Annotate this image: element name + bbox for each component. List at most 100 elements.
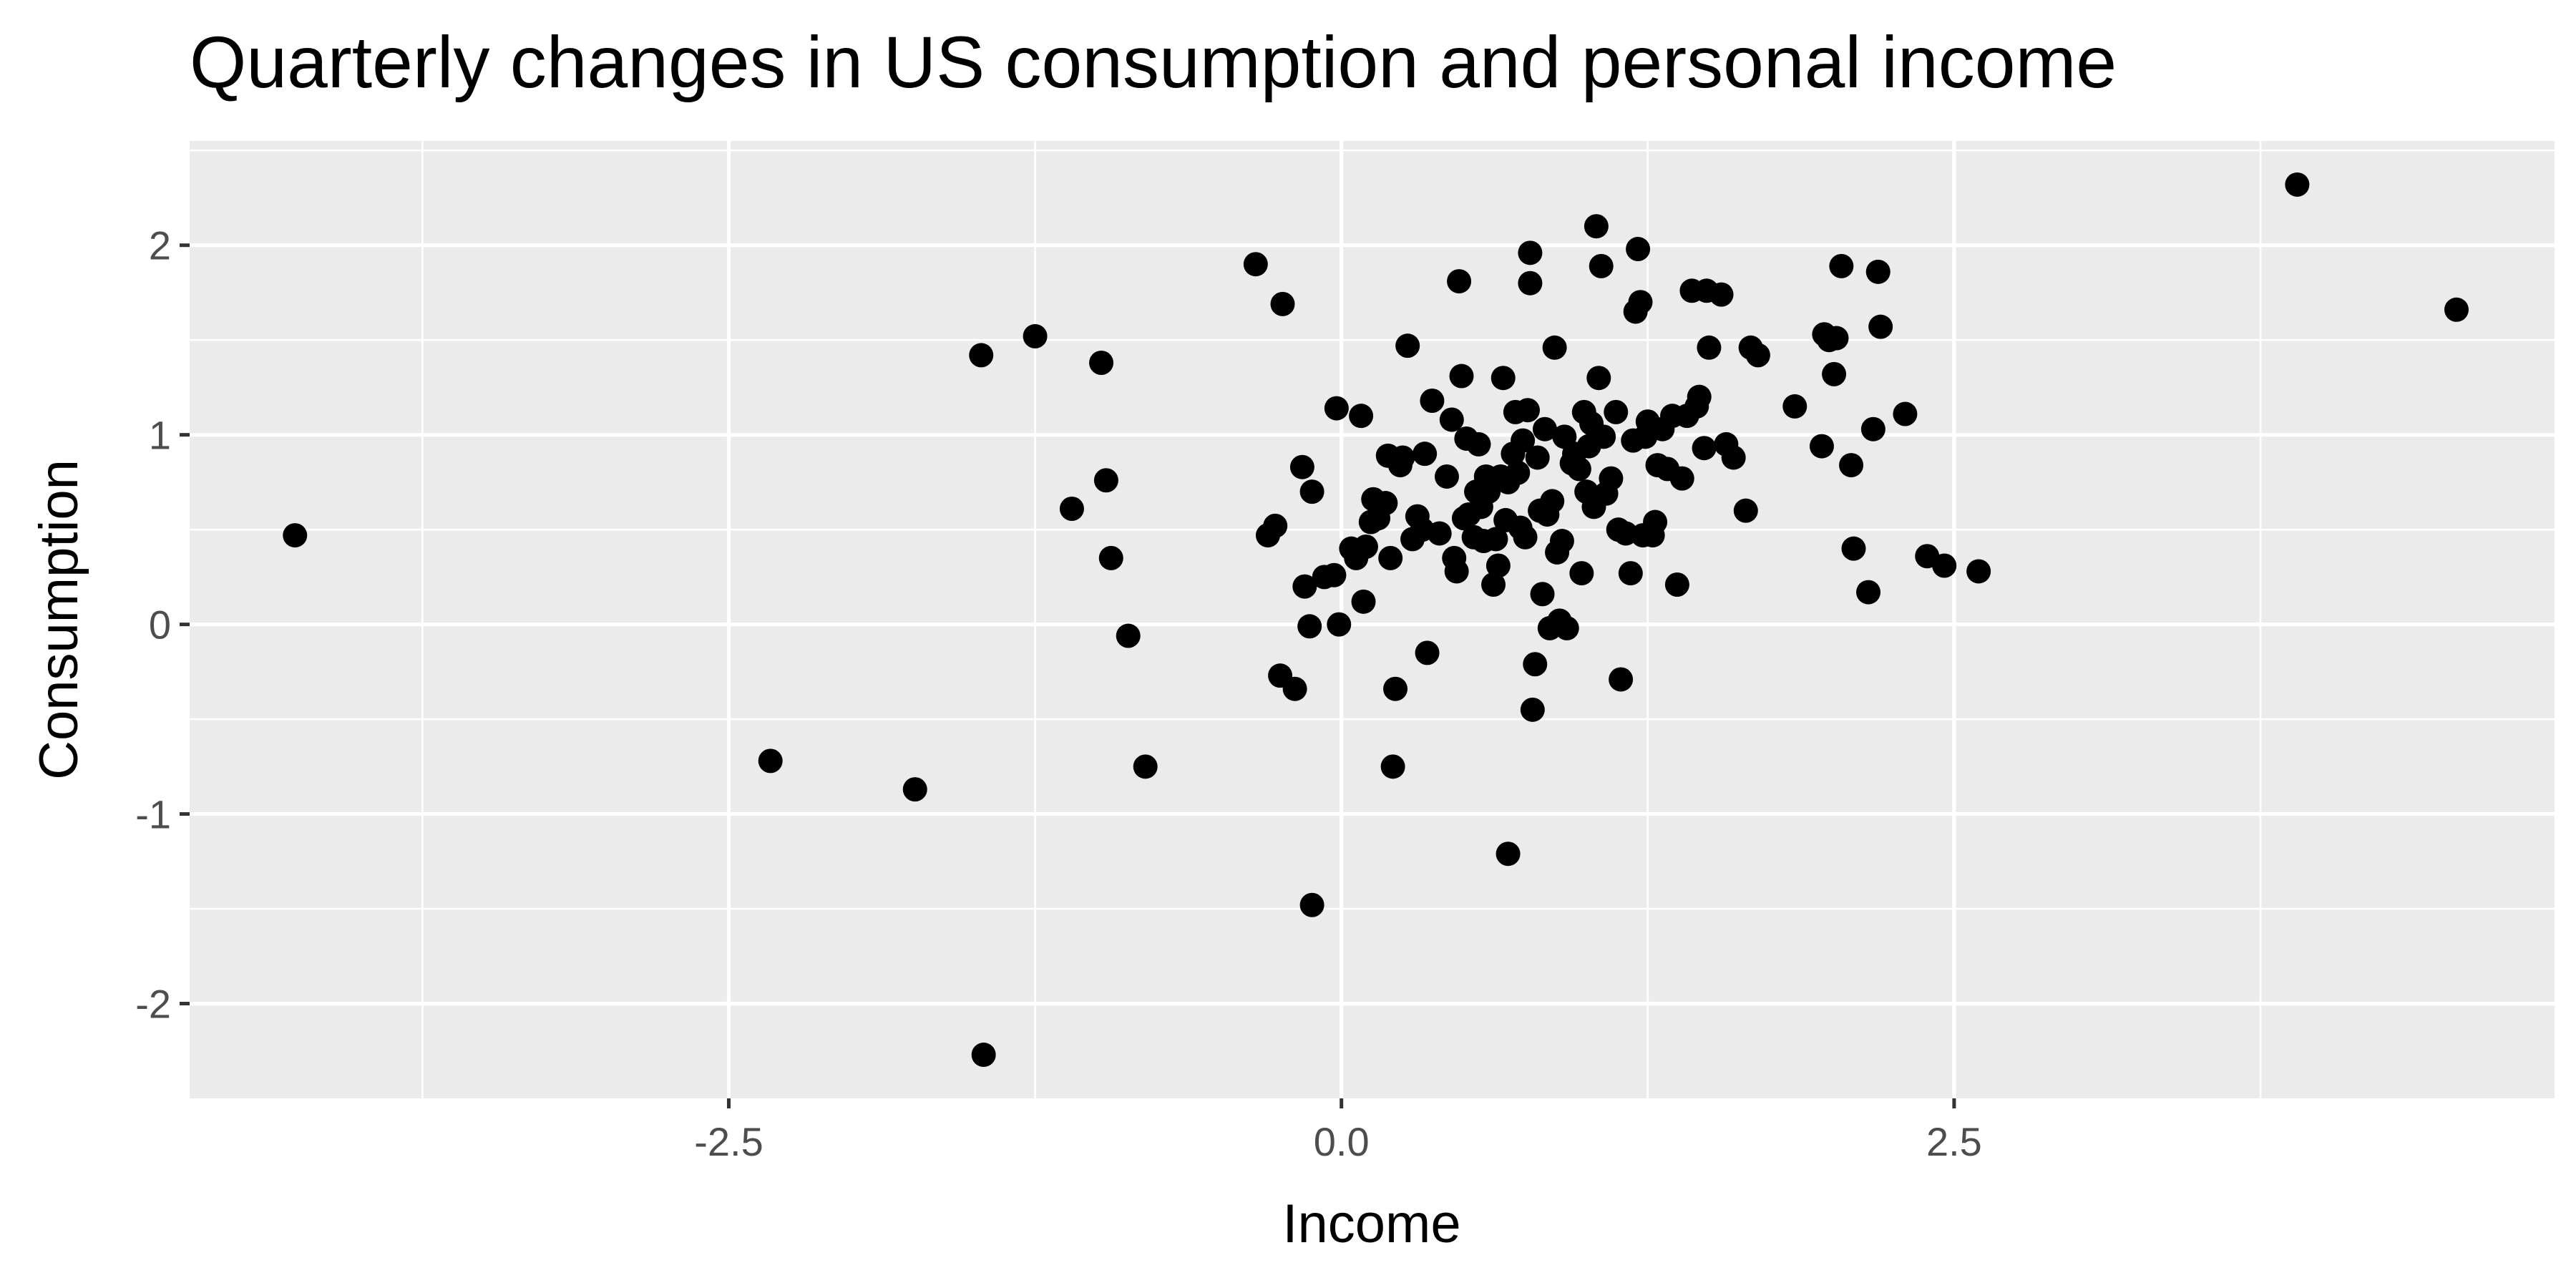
data-point	[1324, 396, 1349, 421]
data-point	[1243, 252, 1268, 277]
data-point	[1824, 326, 1849, 351]
data-points	[283, 172, 2469, 1068]
data-point	[1322, 562, 1347, 587]
y-tick-label: 0	[149, 602, 171, 648]
data-point	[1515, 398, 1540, 423]
data-point	[2285, 172, 2310, 197]
data-point	[1721, 445, 1746, 470]
data-point	[1893, 401, 1918, 426]
data-point	[1093, 468, 1118, 493]
data-point	[1584, 214, 1609, 239]
y-tick-label: -2	[135, 982, 171, 1027]
data-point	[1513, 525, 1538, 550]
data-point	[1523, 652, 1548, 677]
x-tick-label: 2.5	[1926, 1119, 1982, 1164]
data-point	[1327, 612, 1352, 637]
data-point	[758, 748, 783, 774]
data-point	[1692, 436, 1717, 461]
data-point	[1481, 572, 1506, 597]
data-point	[1378, 545, 1403, 570]
chart-title: Quarterly changes in US consumption and …	[190, 21, 2117, 103]
x-axis-title: Income	[1282, 1194, 1460, 1254]
data-point	[1664, 572, 1689, 597]
data-point	[283, 523, 308, 548]
data-point	[1518, 240, 1543, 265]
data-point	[1542, 335, 1567, 360]
data-point	[1133, 754, 1158, 779]
data-point	[1413, 441, 1438, 467]
data-point	[1496, 841, 1521, 867]
data-point	[1669, 466, 1694, 491]
data-point	[1297, 614, 1322, 639]
data-point	[1059, 497, 1084, 522]
data-point	[1865, 259, 1890, 284]
data-point	[1444, 559, 1469, 584]
data-point	[1966, 559, 1991, 584]
data-point	[1420, 388, 1445, 413]
data-point	[1628, 290, 1653, 315]
data-point	[1604, 399, 1629, 424]
data-point	[1554, 615, 1579, 640]
data-point	[1687, 384, 1712, 409]
data-point	[1856, 580, 1881, 605]
data-point	[1829, 253, 1854, 278]
data-point	[1292, 574, 1317, 599]
data-point	[1697, 335, 1722, 360]
data-point	[1282, 676, 1307, 701]
data-point	[1589, 253, 1614, 278]
data-point	[1549, 529, 1574, 554]
data-point	[1349, 404, 1374, 429]
data-point	[1841, 536, 1866, 561]
data-point	[971, 1043, 996, 1068]
data-point	[1270, 291, 1295, 316]
data-point	[1383, 676, 1408, 701]
data-point	[1439, 407, 1464, 432]
data-point	[1380, 754, 1405, 779]
data-point	[1466, 431, 1491, 457]
data-point	[1733, 498, 1758, 523]
data-point	[1353, 534, 1378, 559]
data-point	[1566, 457, 1591, 482]
x-tick-label: -2.5	[694, 1119, 763, 1164]
data-point	[1089, 350, 1114, 375]
data-point	[1599, 466, 1624, 491]
data-point	[1782, 394, 1807, 419]
x-axis: -2.5 0.0 2.5	[694, 1098, 1982, 1164]
data-point	[1745, 343, 1770, 368]
data-point	[1932, 553, 1957, 578]
y-tick-label: -1	[135, 792, 171, 837]
data-point	[1449, 364, 1474, 389]
data-point	[1618, 561, 1643, 586]
data-point	[1868, 314, 1893, 339]
data-point	[969, 343, 994, 368]
y-axis: -2 -1 0 1 2	[135, 223, 190, 1027]
data-point	[1569, 561, 1594, 586]
data-point	[1609, 667, 1634, 692]
data-point	[1415, 640, 1440, 665]
data-point	[1447, 269, 1472, 294]
data-point	[1643, 509, 1668, 535]
x-tick-label: 0.0	[1314, 1119, 1370, 1164]
data-point	[1395, 333, 1420, 358]
data-point	[1586, 366, 1611, 391]
data-point	[1491, 366, 1516, 391]
data-point	[1520, 697, 1545, 722]
data-point	[1709, 282, 1734, 307]
y-tick-label: 1	[149, 413, 171, 458]
data-point	[1289, 454, 1314, 479]
data-point	[1530, 582, 1555, 607]
data-point	[1299, 892, 1324, 917]
data-point	[1427, 521, 1452, 546]
plot-panel	[190, 141, 2555, 1098]
y-axis-title: Consumption	[29, 459, 89, 780]
data-point	[1626, 237, 1651, 262]
data-point	[1506, 460, 1531, 485]
data-point	[1540, 489, 1565, 514]
data-point	[1485, 553, 1511, 578]
data-point	[2444, 297, 2469, 322]
data-point	[1532, 416, 1557, 441]
data-point	[902, 777, 927, 802]
data-point	[1822, 361, 1847, 386]
data-point	[1373, 491, 1398, 516]
